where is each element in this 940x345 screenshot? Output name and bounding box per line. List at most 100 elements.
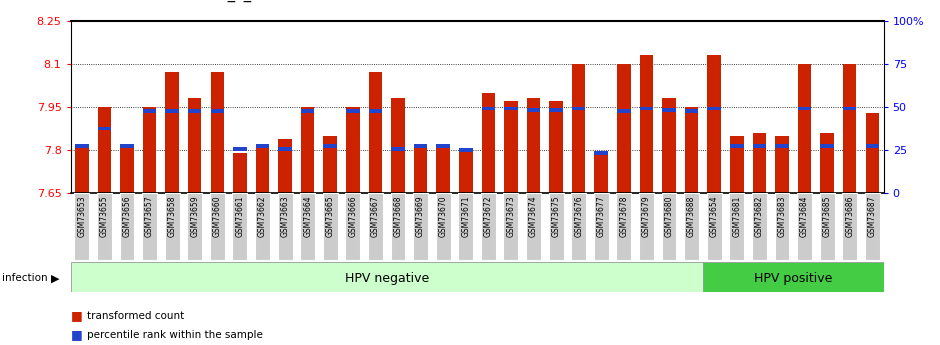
Bar [572, 107, 586, 110]
Bar [708, 107, 721, 110]
Bar [730, 144, 744, 148]
Bar [120, 147, 133, 193]
Text: GSM73664: GSM73664 [304, 195, 312, 237]
Bar [526, 98, 540, 193]
Bar [753, 144, 766, 148]
Bar [617, 64, 631, 193]
FancyBboxPatch shape [142, 193, 157, 260]
Text: GSM73670: GSM73670 [439, 195, 447, 237]
FancyBboxPatch shape [322, 193, 337, 260]
Text: GSM73685: GSM73685 [822, 195, 832, 237]
Bar [549, 108, 563, 112]
Text: GSM73673: GSM73673 [507, 195, 515, 237]
FancyBboxPatch shape [820, 193, 835, 260]
Text: ■: ■ [70, 328, 83, 341]
Bar [663, 108, 676, 112]
FancyBboxPatch shape [842, 193, 857, 260]
FancyBboxPatch shape [164, 193, 180, 260]
Text: infection: infection [2, 273, 48, 283]
Text: GSM73676: GSM73676 [574, 195, 583, 237]
Bar [165, 72, 179, 193]
Bar [594, 151, 608, 155]
Bar [776, 136, 789, 193]
Text: GSM73686: GSM73686 [845, 195, 854, 237]
Text: HPV positive: HPV positive [754, 272, 833, 285]
Text: GSM73684: GSM73684 [800, 195, 809, 237]
Bar [843, 107, 856, 110]
Bar [821, 133, 834, 193]
Bar [866, 113, 879, 193]
Bar [798, 107, 811, 110]
FancyBboxPatch shape [70, 262, 703, 292]
FancyBboxPatch shape [414, 193, 428, 260]
FancyBboxPatch shape [504, 193, 518, 260]
Bar [233, 153, 246, 193]
FancyBboxPatch shape [797, 193, 812, 260]
Text: GSM73660: GSM73660 [212, 195, 222, 237]
FancyBboxPatch shape [119, 193, 134, 260]
FancyBboxPatch shape [345, 193, 360, 260]
Bar [481, 107, 495, 110]
Text: GSM73677: GSM73677 [597, 195, 605, 237]
Bar [526, 108, 540, 112]
Bar [866, 144, 879, 148]
Bar [301, 107, 314, 193]
Text: GSM73674: GSM73674 [529, 195, 538, 237]
Bar [211, 109, 224, 113]
Text: GSM73688: GSM73688 [687, 195, 697, 237]
Bar [504, 101, 518, 193]
FancyBboxPatch shape [210, 193, 225, 260]
FancyBboxPatch shape [703, 262, 884, 292]
Bar [323, 144, 337, 148]
Text: GDS1667 / 237384_x_at: GDS1667 / 237384_x_at [89, 0, 266, 2]
Text: HPV negative: HPV negative [345, 272, 429, 285]
FancyBboxPatch shape [390, 193, 405, 260]
Bar [617, 109, 631, 113]
FancyBboxPatch shape [662, 193, 677, 260]
Text: GSM73669: GSM73669 [416, 195, 425, 237]
Text: GSM73666: GSM73666 [349, 195, 357, 237]
Text: GSM73655: GSM73655 [100, 195, 109, 237]
Bar [730, 136, 744, 193]
Bar [346, 109, 360, 113]
Bar [843, 64, 856, 193]
Text: GSM73675: GSM73675 [552, 195, 560, 237]
Bar [414, 144, 428, 148]
Bar [572, 64, 586, 193]
Text: transformed count: transformed count [87, 311, 184, 321]
FancyBboxPatch shape [707, 193, 722, 260]
Bar [391, 147, 405, 150]
Text: GSM73687: GSM73687 [868, 195, 877, 237]
Bar [459, 148, 473, 152]
Text: ▶: ▶ [51, 273, 59, 283]
Text: GSM73681: GSM73681 [732, 195, 742, 237]
FancyBboxPatch shape [277, 193, 292, 260]
Bar [414, 144, 428, 193]
Bar [776, 144, 789, 148]
Bar [256, 144, 269, 148]
FancyBboxPatch shape [594, 193, 609, 260]
Text: GSM73682: GSM73682 [755, 195, 764, 237]
Text: GSM73680: GSM73680 [665, 195, 674, 237]
Bar [594, 153, 608, 193]
Text: GSM73658: GSM73658 [167, 195, 177, 237]
FancyBboxPatch shape [187, 193, 202, 260]
Bar [256, 144, 269, 193]
Bar [639, 55, 653, 193]
Bar [278, 139, 291, 193]
Bar [798, 64, 811, 193]
FancyBboxPatch shape [526, 193, 540, 260]
Bar [368, 109, 383, 113]
Bar [233, 147, 246, 150]
Text: GSM73683: GSM73683 [777, 195, 787, 237]
Text: percentile rank within the sample: percentile rank within the sample [87, 330, 263, 339]
Text: GSM73662: GSM73662 [258, 195, 267, 237]
Bar [436, 144, 450, 148]
Bar [165, 109, 179, 113]
Bar [663, 98, 676, 193]
Bar [301, 109, 314, 113]
Bar [211, 72, 224, 193]
FancyBboxPatch shape [368, 193, 383, 260]
Text: GSM73653: GSM73653 [77, 195, 86, 237]
Bar [188, 109, 201, 113]
